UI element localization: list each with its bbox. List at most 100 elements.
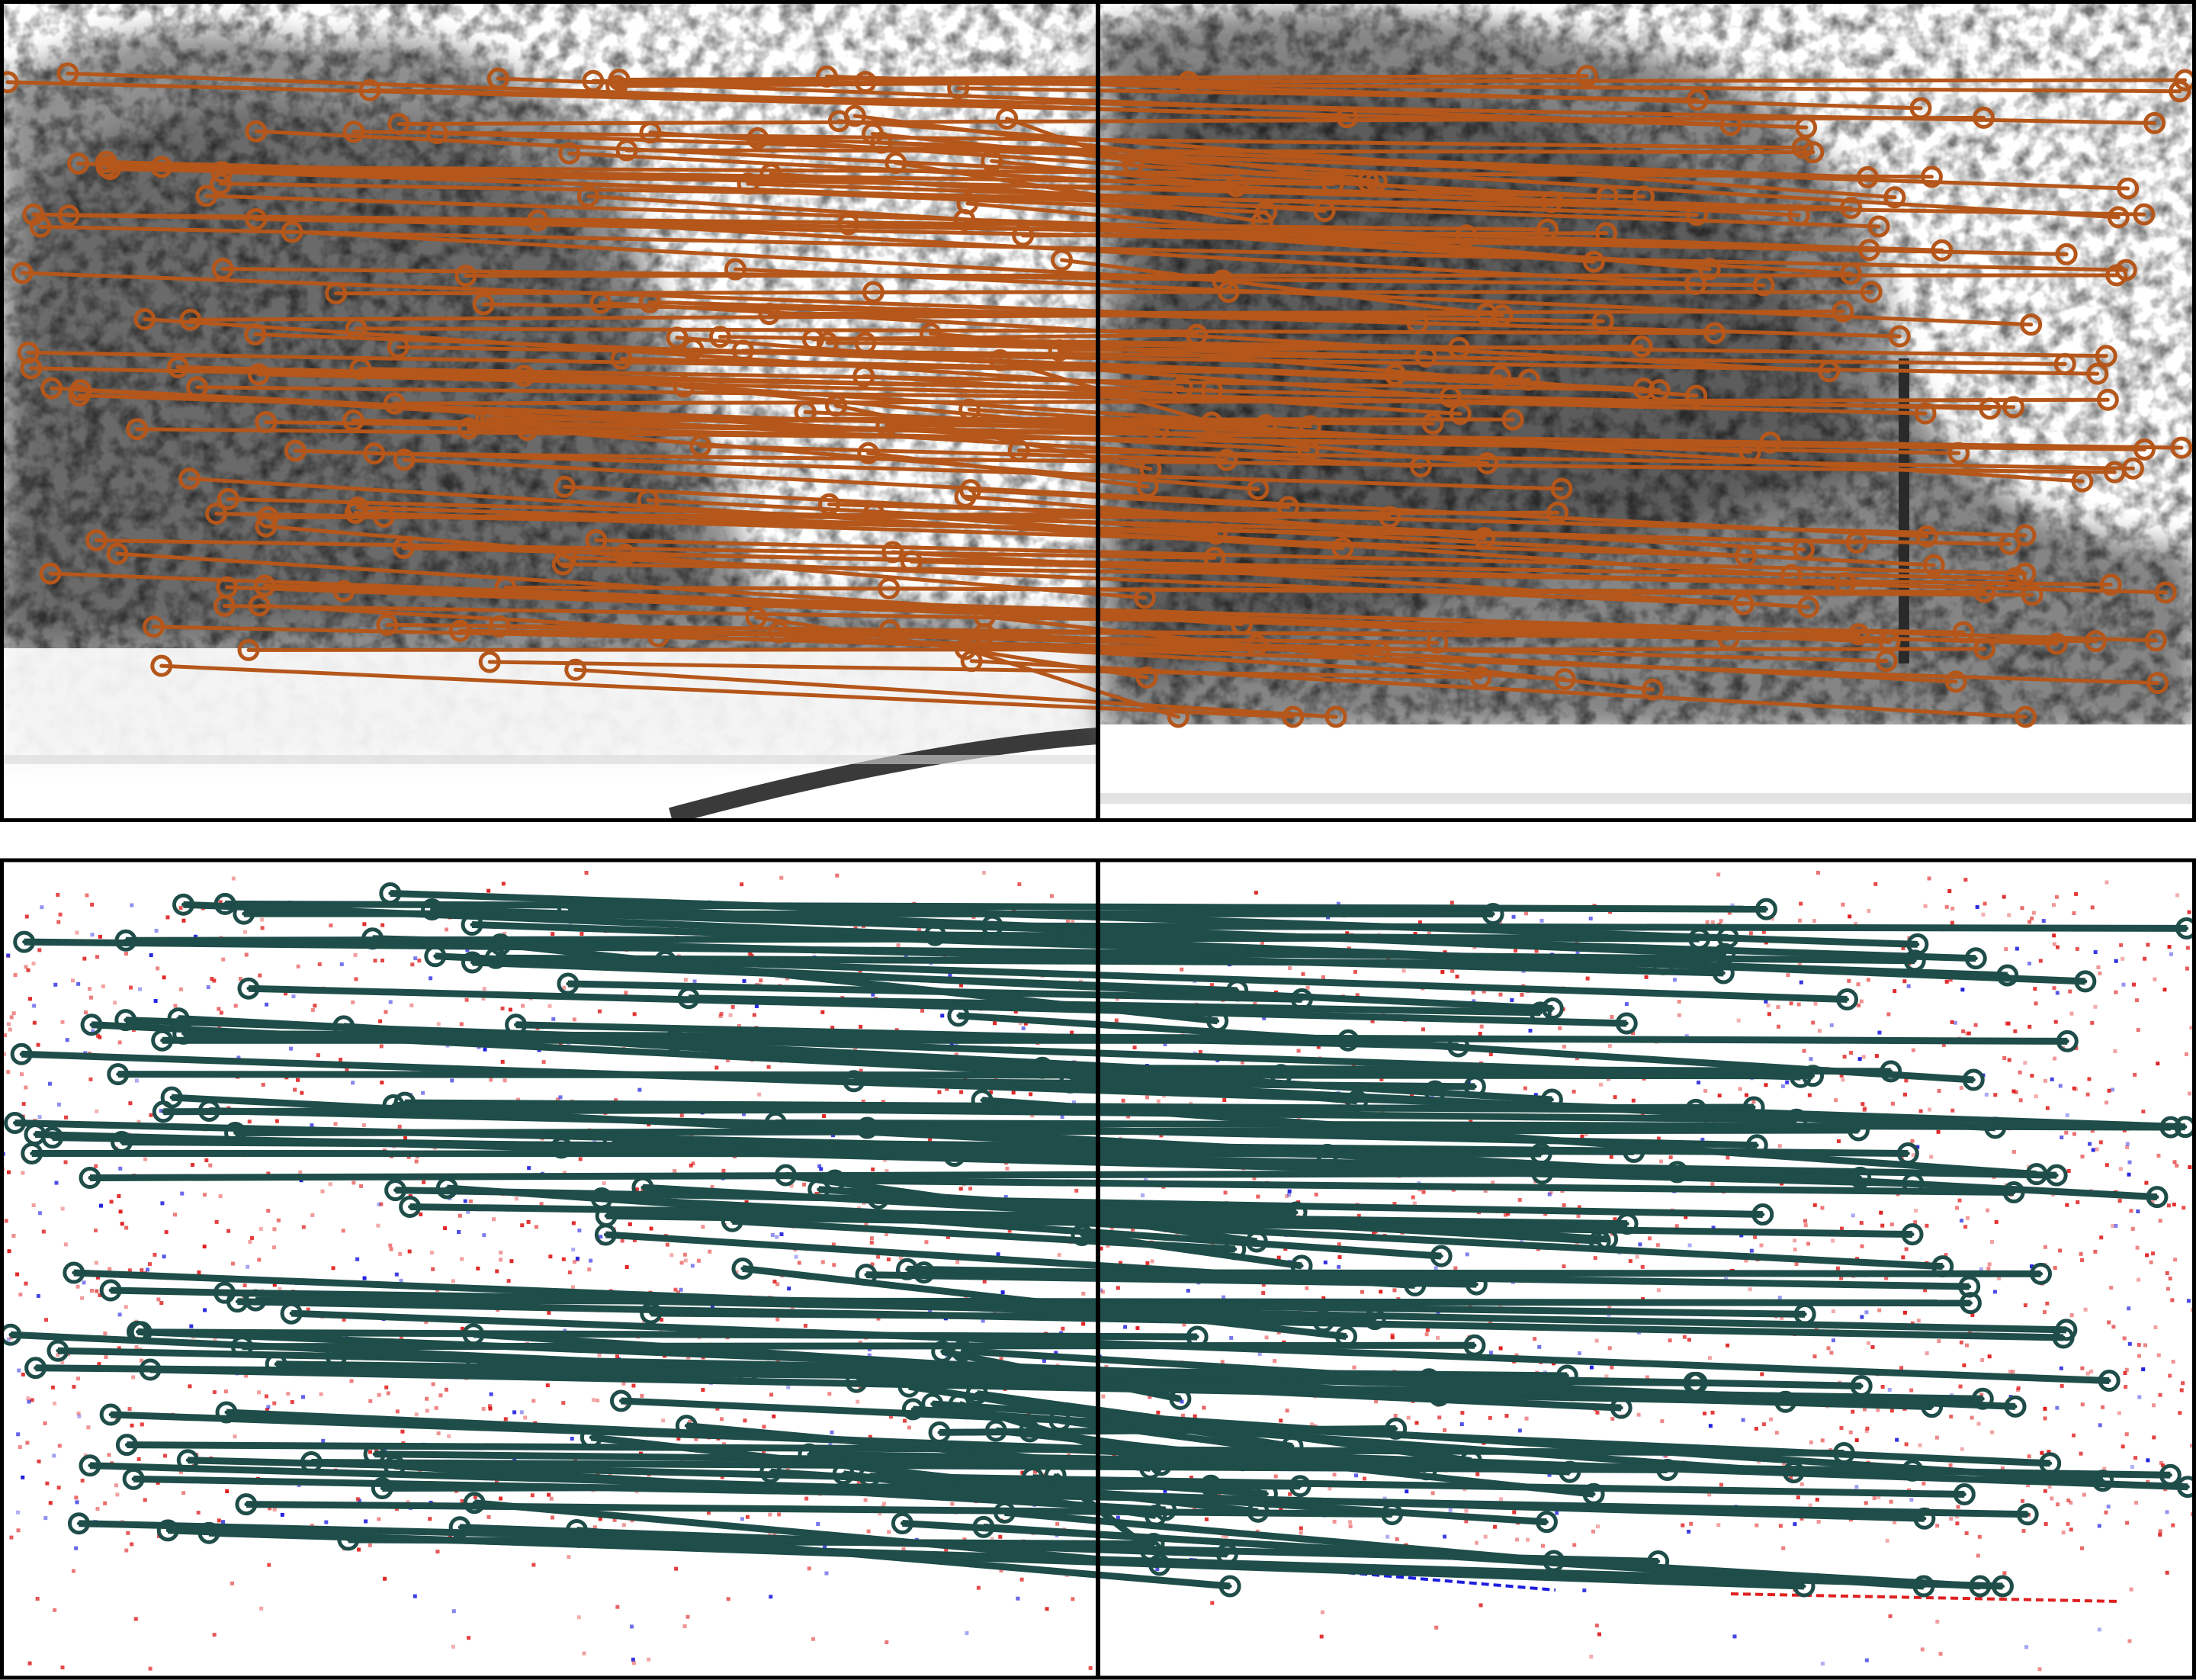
- event-keypoint-left: [399, 1195, 422, 1218]
- gray-keypoint-center: [1639, 344, 1644, 349]
- event-keypoint-center: [1661, 962, 1665, 966]
- event-feature-matches: [2, 882, 2194, 1598]
- top-panel-frame: [0, 0, 2196, 822]
- gray-keypoint-center: [355, 506, 360, 510]
- event-pixel: [90, 933, 95, 937]
- event-pixel: [1982, 901, 1987, 906]
- event-pixel: [2051, 903, 2056, 907]
- gray-keypoint-right: [1421, 412, 1444, 435]
- gray-keypoint-center: [624, 148, 629, 153]
- event-pixel: [1100, 1290, 1105, 1294]
- event-pixel: [140, 1268, 144, 1273]
- event-pixel: [499, 1258, 503, 1262]
- event-pixel: [218, 1194, 223, 1199]
- event-pixel: [1299, 1526, 1303, 1531]
- gray-match-line: [265, 419, 2182, 450]
- event-pixel: [2040, 1450, 2044, 1455]
- event-pixel: [1918, 1109, 1923, 1113]
- event-pixel: [2097, 1627, 2101, 1632]
- event-pixel: [2030, 916, 2034, 920]
- event-pixel: [1524, 1416, 1529, 1421]
- event-pixel: [1672, 978, 1677, 982]
- event-pixel: [233, 1434, 237, 1439]
- event-pixel: [1348, 1520, 1353, 1524]
- event-pixel: [1839, 1426, 1844, 1431]
- event-pixel: [1131, 1227, 1135, 1232]
- event-pixel: [2168, 1373, 2172, 1378]
- event-pixel: [859, 1068, 863, 1073]
- event-pixel: [884, 1232, 888, 1237]
- event-pixel: [1780, 1084, 1785, 1088]
- event-pixel: [2117, 1411, 2121, 1415]
- event-pixel: [1613, 1095, 1617, 1100]
- event-pixel: [629, 1624, 634, 1629]
- event-pixel: [1116, 1286, 1120, 1290]
- gray-keypoint-left: [2, 71, 19, 94]
- event-pixel: [143, 1498, 147, 1502]
- gray-keypoint-center: [2108, 583, 2113, 587]
- event-pixel: [400, 1429, 405, 1434]
- event-pixel: [1761, 1422, 1766, 1427]
- event-pixel: [1807, 1093, 1812, 1097]
- event-pixel: [779, 1232, 784, 1236]
- event-pixel: [1776, 1024, 1780, 1029]
- event-pixel: [118, 1166, 123, 1171]
- event-pixel: [1780, 1315, 1784, 1320]
- event-pixel: [8, 1027, 12, 1032]
- event-keypoint-center: [1910, 1232, 1915, 1237]
- event-pixel: [1928, 1107, 1932, 1112]
- event-pixel: [592, 1525, 597, 1530]
- event-keypoint-right: [1755, 898, 1777, 920]
- event-pixel: [481, 1406, 486, 1411]
- event-pixel: [2152, 1403, 2156, 1408]
- event-pixel: [213, 1336, 217, 1341]
- event-pixel: [124, 1225, 129, 1230]
- event-pixel: [856, 1479, 861, 1484]
- gray-keypoint-center: [48, 571, 53, 576]
- event-pixel: [2182, 1206, 2186, 1210]
- gray-keypoint-center: [1887, 640, 1892, 644]
- event-pixel: [63, 1242, 68, 1247]
- event-pixel: [130, 903, 134, 907]
- gray-match-line: [805, 410, 1751, 454]
- gray-keypoint-center: [1954, 679, 1958, 684]
- event-pixel: [2158, 1532, 2162, 1537]
- event-pixel: [380, 959, 384, 963]
- event-pixel: [2027, 962, 2032, 966]
- event-keypoint-center: [1178, 1396, 1183, 1401]
- event-pixel: [1887, 1387, 1892, 1392]
- event-pixel: [173, 1004, 178, 1008]
- event-keypoint-left: [731, 1257, 754, 1280]
- event-pixel: [1198, 1050, 1202, 1055]
- event-pixel: [714, 1065, 719, 1070]
- event-keypoint-center: [148, 1367, 152, 1372]
- gray-match-line: [626, 148, 1813, 155]
- event-keypoint-left: [951, 1340, 974, 1363]
- event-pixel: [1163, 1042, 1167, 1046]
- event-pixel: [2072, 1132, 2076, 1136]
- event-keypoint-center: [807, 1452, 811, 1457]
- gray-keypoint-left: [39, 562, 62, 585]
- event-pixel: [1854, 1485, 1859, 1489]
- event-pixel: [1806, 1242, 1811, 1246]
- event-keypoint-center: [120, 1139, 124, 1144]
- event-pixel: [310, 1007, 315, 1012]
- event-pixel: [2011, 1370, 2015, 1374]
- event-match-line: [141, 1328, 1198, 1341]
- event-pixel: [2079, 1251, 2083, 1256]
- event-pixel: [95, 1109, 99, 1113]
- event-pixel: [60, 1360, 65, 1365]
- event-pixel: [272, 1227, 277, 1232]
- event-pixel: [2158, 1529, 2162, 1534]
- event-pixel: [351, 1081, 355, 1085]
- gray-keypoint-left: [209, 172, 232, 195]
- event-pixel: [1193, 1414, 1197, 1418]
- event-pixel: [88, 1077, 93, 1081]
- event-pixel: [2014, 1090, 2018, 1094]
- event-pixel: [944, 1547, 949, 1552]
- event-pixel: [481, 997, 486, 1001]
- event-pixel: [571, 1221, 576, 1225]
- event-keypoint-center: [1040, 1065, 1045, 1070]
- event-pixel: [526, 1219, 531, 1224]
- event-match-line: [939, 1425, 1396, 1436]
